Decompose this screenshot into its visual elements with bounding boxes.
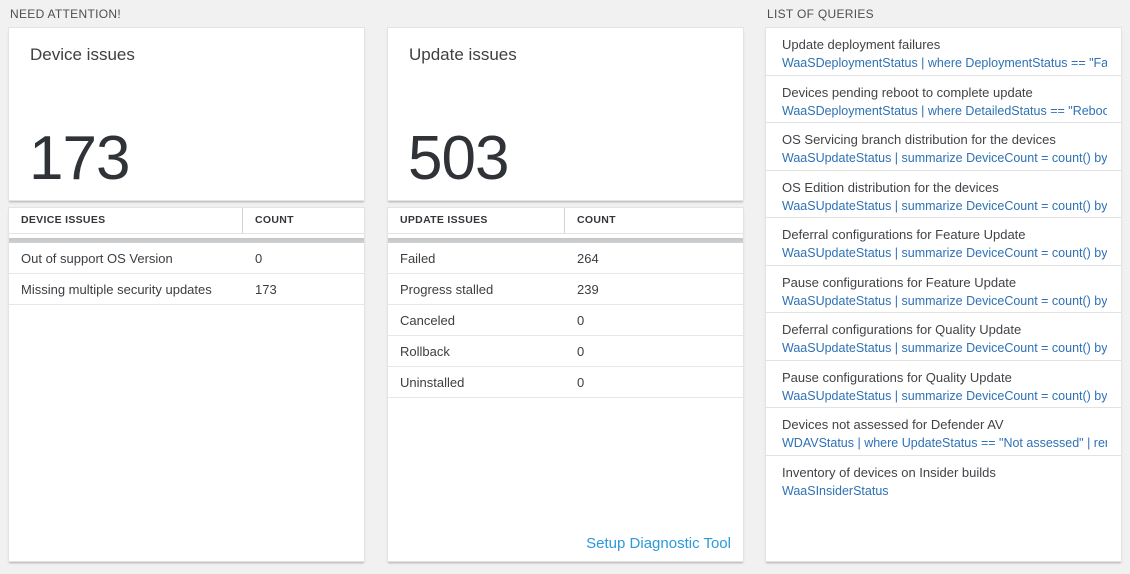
table-row[interactable]: Rollback 0 (388, 336, 743, 367)
row-label: Missing multiple security updates (21, 281, 212, 297)
query-item[interactable]: Inventory of devices on Insider builds W… (766, 456, 1121, 504)
count-column-header: COUNT (577, 214, 616, 226)
table-row[interactable]: Canceled 0 (388, 305, 743, 336)
device-issues-table-header: DEVICE ISSUES COUNT (9, 208, 364, 234)
query-item[interactable]: OS Servicing branch distribution for the… (766, 123, 1121, 171)
table-scroll-shadow (9, 238, 364, 243)
query-title: OS Servicing branch distribution for the… (782, 132, 1056, 147)
query-item[interactable]: Devices not assessed for Defender AV WDA… (766, 408, 1121, 456)
table-row[interactable]: Failed 264 (388, 243, 743, 274)
query-text: WaaSUpdateStatus | summarize DeviceCount… (782, 341, 1107, 355)
query-text: WaaSUpdateStatus | summarize DeviceCount… (782, 293, 1107, 308)
update-issues-column-header: UPDATE ISSUES (388, 208, 565, 233)
row-label: Canceled (400, 312, 455, 328)
row-label: Failed (400, 250, 436, 266)
update-issues-tile[interactable]: Update issues 503 (387, 27, 744, 201)
row-count: 0 (255, 250, 263, 266)
table-row[interactable]: Progress stalled 239 (388, 274, 743, 305)
query-item[interactable]: Deferral configurations for Quality Upda… (766, 313, 1121, 361)
row-label: Out of support OS Version (21, 250, 173, 266)
query-item[interactable]: Deferral configurations for Feature Upda… (766, 218, 1121, 266)
device-issues-tile-title: Device issues (30, 45, 135, 64)
row-count: 0 (577, 374, 585, 390)
table-row[interactable]: Missing multiple security updates 173 (9, 274, 364, 305)
queries-panel: Update deployment failures WaaSDeploymen… (765, 27, 1122, 562)
row-label: Rollback (400, 343, 450, 359)
row-label: Uninstalled (400, 374, 465, 390)
query-title: Pause configurations for Quality Update (782, 369, 1012, 385)
query-title: Devices not assessed for Defender AV (782, 417, 1004, 432)
row-count: 0 (577, 312, 585, 328)
table-row[interactable]: Out of support OS Version 0 (9, 243, 364, 274)
table-scroll-shadow (388, 238, 743, 243)
query-item[interactable]: Pause configurations for Feature Update … (766, 266, 1121, 313)
update-issues-count: 503 (408, 124, 509, 193)
query-text: WaaSUpdateStatus | summarize DeviceCount… (782, 246, 1107, 260)
query-text: WDAVStatus | where UpdateStatus == "Not … (782, 436, 1107, 450)
query-text: WaaSDeploymentStatus | where DetailedSta… (782, 103, 1107, 118)
query-title: Pause configurations for Feature Update (782, 274, 1017, 290)
query-item[interactable]: OS Edition distribution for the devices … (766, 171, 1121, 218)
device-issues-tile[interactable]: Device issues 173 (8, 27, 365, 201)
row-count: 173 (255, 281, 277, 297)
spacer-header (387, 0, 744, 27)
queries-column: LIST OF QUERIES Update deployment failur… (765, 0, 1122, 562)
query-text: WaaSInsiderStatus (782, 483, 889, 498)
query-item[interactable]: Update deployment failures WaaSDeploymen… (766, 28, 1121, 76)
need-attention-column-device: NEED ATTENTION! Device issues 173 DEVICE… (8, 0, 365, 562)
need-attention-column-update: Update issues 503 UPDATE ISSUES COUNT Fa… (387, 0, 744, 562)
update-issues-table: UPDATE ISSUES COUNT Failed 264 Progress … (387, 207, 744, 562)
row-count: 0 (577, 343, 585, 359)
query-item[interactable]: Devices pending reboot to complete updat… (766, 76, 1121, 123)
query-text: WaaSUpdateStatus | summarize DeviceCount… (782, 388, 1107, 403)
table-row[interactable]: Uninstalled 0 (388, 367, 743, 398)
query-title: Deferral configurations for Feature Upda… (782, 227, 1026, 242)
count-column-header: COUNT (255, 214, 294, 226)
query-title: Update deployment failures (782, 37, 941, 52)
setup-diagnostic-tool-link[interactable]: Setup Diagnostic Tool (586, 535, 731, 552)
query-title: Devices pending reboot to complete updat… (782, 84, 1033, 100)
query-title: Inventory of devices on Insider builds (782, 464, 996, 480)
query-text: WaaSDeploymentStatus | where DeploymentS… (782, 56, 1107, 70)
row-label: Progress stalled (400, 281, 494, 297)
query-title: OS Edition distribution for the devices (782, 179, 999, 195)
update-issues-tile-title: Update issues (409, 45, 517, 64)
query-text: WaaSUpdateStatus | summarize DeviceCount… (782, 198, 1107, 213)
row-count: 239 (577, 281, 599, 297)
row-count: 264 (577, 250, 599, 266)
query-title: Deferral configurations for Quality Upda… (782, 322, 1022, 337)
query-item[interactable]: Pause configurations for Quality Update … (766, 361, 1121, 408)
list-of-queries-header: LIST OF QUERIES (767, 7, 874, 21)
device-issues-column-header: DEVICE ISSUES (9, 208, 243, 233)
device-issues-table: DEVICE ISSUES COUNT Out of support OS Ve… (8, 207, 365, 562)
device-issues-count: 173 (29, 124, 130, 193)
need-attention-header: NEED ATTENTION! (10, 7, 121, 21)
update-issues-table-header: UPDATE ISSUES COUNT (388, 208, 743, 234)
query-text: WaaSUpdateStatus | summarize DeviceCount… (782, 151, 1107, 165)
